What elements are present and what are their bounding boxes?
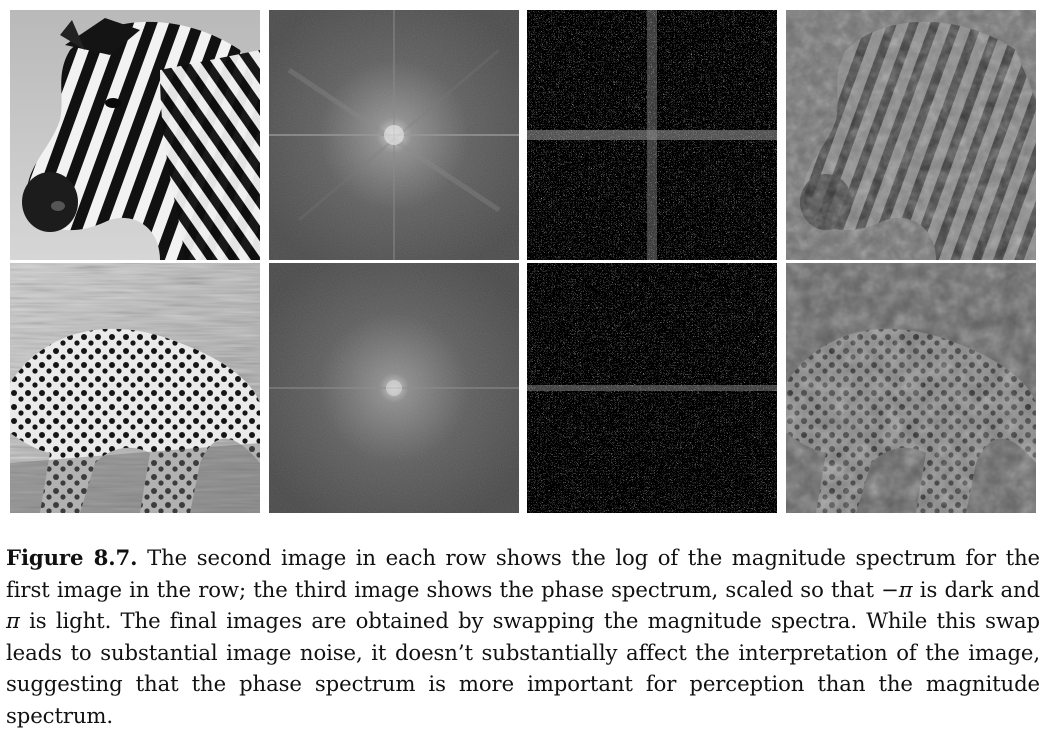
cheetah-phase-spectrum [527, 263, 777, 513]
caption-math-neg-pi: −π [881, 576, 913, 602]
figure-label: Figure 8.7. [6, 545, 138, 570]
cheetah-swapped-magnitude [786, 263, 1036, 513]
zebra-magnitude-spectrum [269, 10, 519, 260]
caption-text-part-2: is dark and [912, 576, 1040, 602]
zebra-photo [10, 10, 260, 260]
cheetah-magnitude-spectrum [269, 263, 519, 513]
figure-caption: Figure 8.7. The second image in each row… [6, 542, 1040, 731]
zebra-phase-spectrum [527, 10, 777, 260]
caption-text-part-3: is light. The final images are obtained … [6, 608, 1040, 728]
caption-math-pi: π [6, 608, 20, 633]
zebra-swapped-magnitude [786, 10, 1036, 260]
caption-text-part-1: The second image in each row shows the l… [6, 545, 1041, 602]
figure-image-grid [10, 10, 1036, 513]
cheetah-photo [10, 263, 260, 513]
